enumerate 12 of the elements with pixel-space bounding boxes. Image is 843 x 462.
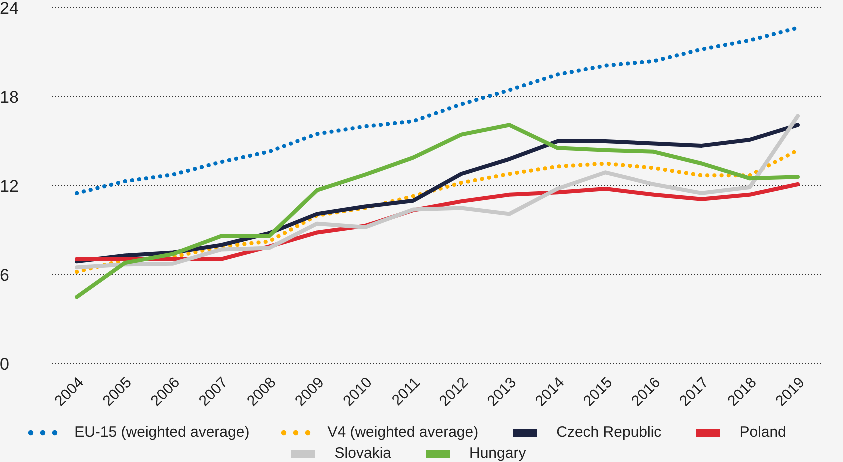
legend-label: Czech Republic: [556, 424, 662, 441]
legend-label: Slovakia: [334, 445, 392, 462]
legend-label: Hungary: [470, 445, 526, 462]
y-tick-label: 24: [0, 0, 19, 18]
y-tick-label: 0: [0, 355, 10, 374]
y-tick-label: 6: [0, 266, 10, 286]
y-tick-label: 12: [0, 177, 19, 196]
line-series: [75, 123, 800, 300]
legend-label: V4 (weighted average): [328, 424, 479, 441]
legend-label: Poland: [740, 424, 786, 441]
legend-label: EU-15 (weighted average): [74, 424, 250, 441]
y-tick-label: 18: [0, 88, 19, 108]
